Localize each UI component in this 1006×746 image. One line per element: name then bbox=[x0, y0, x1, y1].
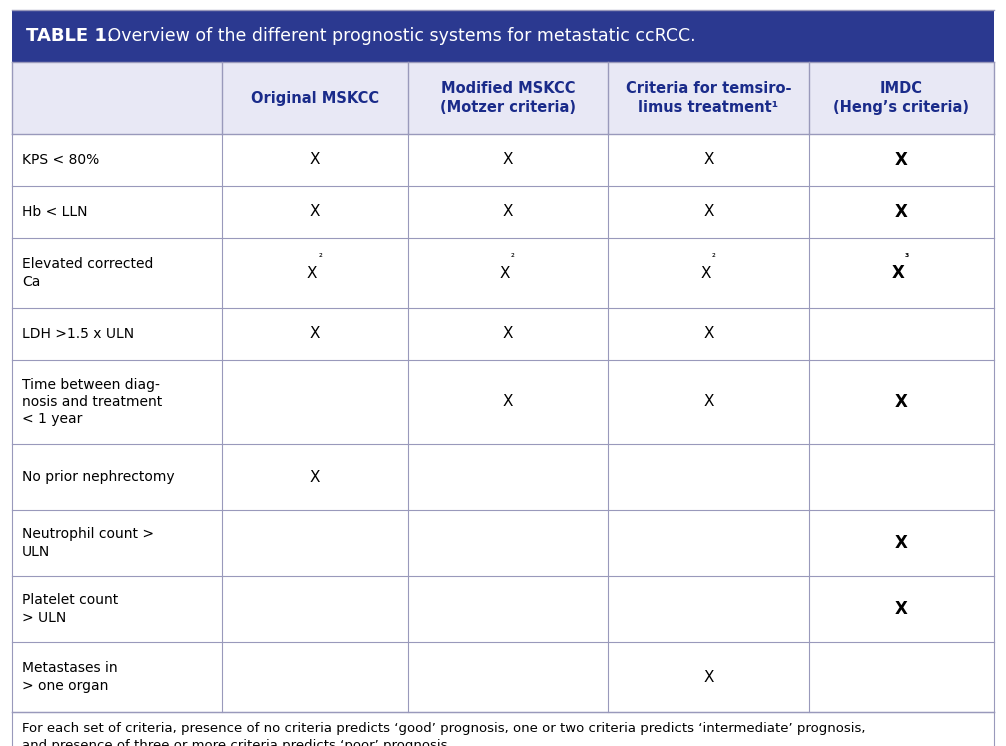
Text: Original MSKCC: Original MSKCC bbox=[252, 90, 379, 105]
Text: Modified MSKCC
(Motzer criteria): Modified MSKCC (Motzer criteria) bbox=[440, 81, 576, 115]
Text: Overview of the different prognostic systems for metastatic ccRCC.: Overview of the different prognostic sys… bbox=[102, 27, 695, 45]
Text: Hb < LLN: Hb < LLN bbox=[22, 205, 88, 219]
Text: For each set of criteria, presence of no criteria predicts ‘good’ prognosis, one: For each set of criteria, presence of no… bbox=[22, 722, 865, 746]
Bar bbox=[12, 238, 994, 308]
Bar bbox=[12, 360, 994, 444]
Bar bbox=[12, 10, 994, 62]
Text: Platelet count
> ULN: Platelet count > ULN bbox=[22, 593, 119, 624]
Text: X: X bbox=[503, 395, 513, 410]
Text: Time between diag-
nosis and treatment
< 1 year: Time between diag- nosis and treatment <… bbox=[22, 377, 162, 426]
Text: Metastases in
> one organ: Metastases in > one organ bbox=[22, 662, 118, 692]
Text: X: X bbox=[310, 204, 320, 219]
Text: Criteria for temsiro-
limus treatment¹: Criteria for temsiro- limus treatment¹ bbox=[626, 81, 791, 115]
Text: ²: ² bbox=[318, 253, 322, 263]
Text: X: X bbox=[703, 152, 713, 168]
Text: X: X bbox=[310, 327, 320, 342]
Bar bbox=[12, 642, 994, 712]
Bar bbox=[12, 134, 994, 186]
Text: ³: ³ bbox=[904, 253, 908, 263]
Text: X: X bbox=[892, 264, 904, 282]
Text: X: X bbox=[310, 469, 320, 484]
Bar bbox=[12, 510, 994, 576]
Text: X: X bbox=[895, 534, 907, 552]
Bar bbox=[12, 712, 994, 746]
Text: X: X bbox=[895, 203, 907, 221]
Text: KPS < 80%: KPS < 80% bbox=[22, 153, 100, 167]
Bar bbox=[12, 62, 994, 134]
Text: TABLE 1.: TABLE 1. bbox=[26, 27, 114, 45]
Text: X: X bbox=[500, 266, 510, 280]
Text: X: X bbox=[895, 151, 907, 169]
Text: X: X bbox=[895, 393, 907, 411]
Text: Neutrophil count >
ULN: Neutrophil count > ULN bbox=[22, 527, 154, 559]
Text: ²: ² bbox=[711, 253, 715, 263]
Text: X: X bbox=[310, 152, 320, 168]
Bar bbox=[12, 308, 994, 360]
Text: Elevated corrected
Ca: Elevated corrected Ca bbox=[22, 257, 153, 289]
Text: X: X bbox=[307, 266, 317, 280]
Text: X: X bbox=[703, 204, 713, 219]
Text: X: X bbox=[703, 327, 713, 342]
Text: ²: ² bbox=[511, 253, 515, 263]
Text: IMDC
(Heng’s criteria): IMDC (Heng’s criteria) bbox=[833, 81, 970, 115]
Text: X: X bbox=[703, 669, 713, 685]
Bar bbox=[12, 576, 994, 642]
Bar bbox=[12, 444, 994, 510]
Text: LDH >1.5 x ULN: LDH >1.5 x ULN bbox=[22, 327, 134, 341]
Text: X: X bbox=[895, 600, 907, 618]
Text: X: X bbox=[703, 395, 713, 410]
Text: X: X bbox=[503, 204, 513, 219]
Bar bbox=[12, 186, 994, 238]
Text: No prior nephrectomy: No prior nephrectomy bbox=[22, 470, 175, 484]
Text: X: X bbox=[503, 152, 513, 168]
Text: X: X bbox=[503, 327, 513, 342]
Text: X: X bbox=[700, 266, 710, 280]
